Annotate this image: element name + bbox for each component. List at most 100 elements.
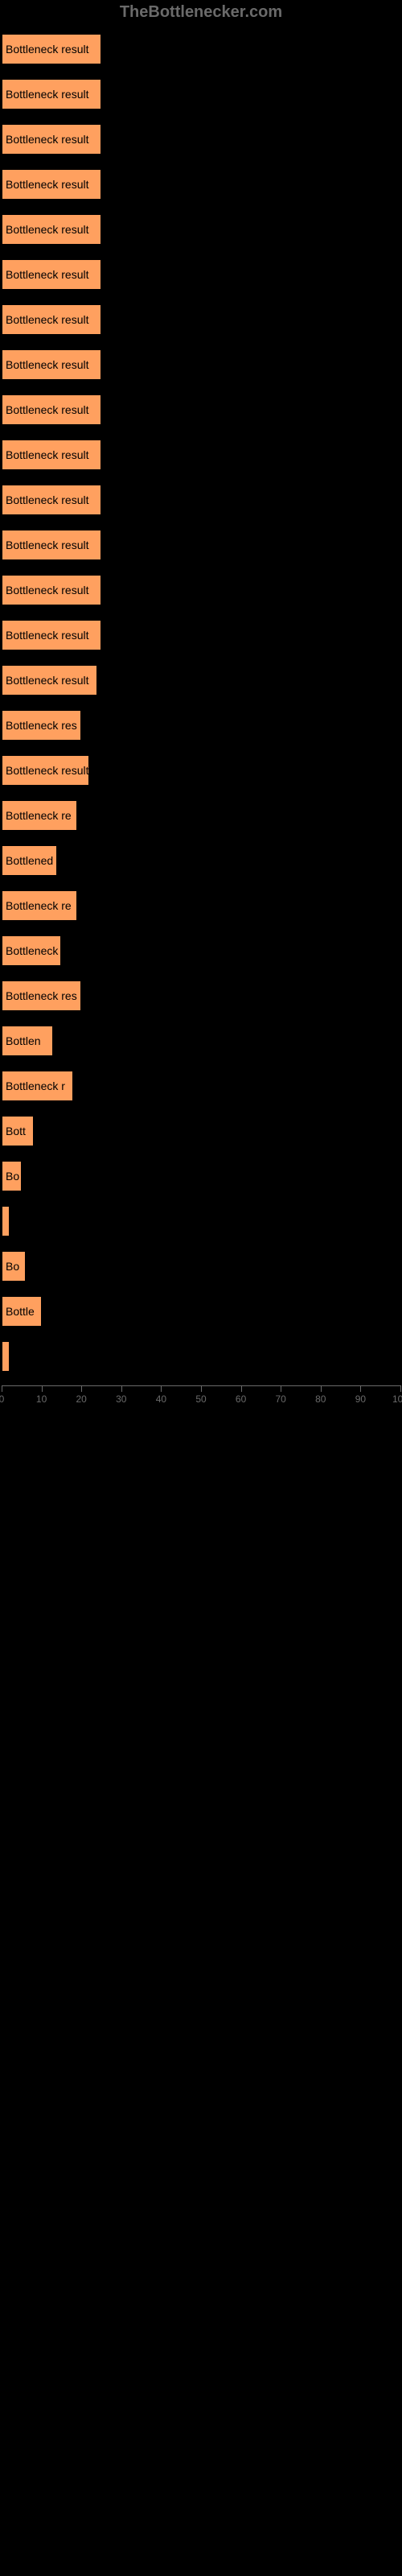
bar-label: Bottle	[6, 1305, 35, 1318]
bar-label: Bottleneck re	[6, 809, 72, 822]
bar: Bottleneck result	[2, 349, 101, 380]
axis-tick-label: 10	[36, 1393, 47, 1405]
bar: Bottleneck result	[2, 665, 97, 696]
bar-label: Bottleneck re	[6, 899, 72, 912]
bar-label: Bottleneck result	[6, 133, 89, 146]
bar: Bottleneck result	[2, 124, 101, 155]
axis-tick	[161, 1385, 162, 1392]
axis-tick	[360, 1385, 361, 1392]
bar	[2, 1206, 10, 1236]
bottleneck-chart: Bottleneck result Bottleneck result Bottle…	[0, 28, 402, 1377]
bar-label: Bottleneck result	[6, 313, 89, 326]
axis-tick	[42, 1385, 43, 1392]
axis-tick	[81, 1385, 82, 1392]
bar-row: Bottleneck	[2, 930, 400, 972]
axis-tick-label: 90	[355, 1393, 366, 1405]
bar: Bo	[2, 1251, 26, 1282]
bar: Bottleneck	[2, 935, 61, 966]
bar-row: Bottleneck res	[2, 704, 400, 746]
bar-row: Bottleneck result	[2, 73, 400, 115]
bar-row: Bo	[2, 1155, 400, 1197]
bar: Bottleneck result	[2, 530, 101, 560]
bar: Bottleneck result	[2, 259, 101, 290]
x-axis: 0102030405060708090100	[0, 1385, 402, 1426]
bar-label: Bottleneck r	[6, 1080, 65, 1092]
axis-tick-label: 100	[392, 1393, 402, 1405]
bar-row	[2, 1200, 400, 1242]
axis-tick-label: 50	[195, 1393, 206, 1405]
bar	[2, 1341, 10, 1372]
bar-row: Bottleneck result	[2, 344, 400, 386]
axis-tick	[321, 1385, 322, 1392]
bar: Bottleneck res	[2, 980, 81, 1011]
bar: Bottleneck result	[2, 440, 101, 470]
bar: Bottleneck result	[2, 620, 101, 650]
bar: Bottleneck result	[2, 214, 101, 245]
axis-tick-label: 80	[315, 1393, 326, 1405]
bar-label: Bottleneck res	[6, 719, 77, 732]
bar-label: Bottleneck result	[6, 403, 89, 416]
bar-row: Bottleneck result	[2, 479, 400, 521]
bar-label: Bottleneck result	[6, 539, 89, 551]
axis-tick-label: 60	[236, 1393, 246, 1405]
axis-tick-label: 20	[76, 1393, 87, 1405]
bar-row: Bott	[2, 1110, 400, 1152]
bar-label: Bottlen	[6, 1034, 41, 1047]
bar-row: Bottleneck result	[2, 389, 400, 431]
bar-row: Bottlened	[2, 840, 400, 881]
bar-row: Bottle	[2, 1290, 400, 1332]
bar-row: Bottleneck r	[2, 1065, 400, 1107]
bar-label: Bottleneck result	[6, 764, 89, 777]
bar-label: Bottleneck res	[6, 989, 77, 1002]
bar-row: Bottleneck result	[2, 163, 400, 205]
axis-tick-label: 40	[156, 1393, 166, 1405]
bar: Bottle	[2, 1296, 42, 1327]
bar-label: Bottleneck result	[6, 493, 89, 506]
bar: Bottleneck re	[2, 890, 77, 921]
bar: Bottleneck result	[2, 485, 101, 515]
bar-row: Bottleneck re	[2, 885, 400, 927]
axis-tick-label: 0	[0, 1393, 4, 1405]
header: TheBottlenecker.com	[0, 0, 402, 28]
bar-row: Bottleneck result	[2, 569, 400, 611]
bar-label: Bottleneck result	[6, 178, 89, 191]
bar-row: Bottleneck res	[2, 975, 400, 1017]
bar-row: Bottleneck result	[2, 28, 400, 70]
bar-row: Bottleneck result	[2, 254, 400, 295]
bar-row: Bottleneck result	[2, 208, 400, 250]
bar: Bottleneck res	[2, 710, 81, 741]
bar-row	[2, 1335, 400, 1377]
bar-label: Bottleneck result	[6, 88, 89, 101]
bar-label: Bottleneck result	[6, 268, 89, 281]
bar-label: Bottleneck result	[6, 674, 89, 687]
bar-row: Bottleneck result	[2, 659, 400, 701]
axis-tick-label: 30	[116, 1393, 126, 1405]
bar-label: Bottleneck	[6, 944, 58, 957]
axis-tick	[241, 1385, 242, 1392]
bar: Bottleneck result	[2, 755, 89, 786]
bar: Bottleneck result	[2, 79, 101, 109]
axis-tick	[400, 1385, 401, 1392]
bar: Bottleneck r	[2, 1071, 73, 1101]
bar-label: Bo	[6, 1170, 19, 1183]
bar-label: Bottleneck result	[6, 43, 89, 56]
bar-label: Bottlened	[6, 854, 53, 867]
bar: Bottleneck result	[2, 169, 101, 200]
bar-row: Bottleneck result	[2, 524, 400, 566]
bar-row: Bottleneck result	[2, 434, 400, 476]
bar: Bottleneck result	[2, 34, 101, 64]
axis-tick	[121, 1385, 122, 1392]
axis-tick	[201, 1385, 202, 1392]
bar: Bottleneck result	[2, 394, 101, 425]
bar: Bo	[2, 1161, 22, 1191]
bar: Bott	[2, 1116, 34, 1146]
bar-row: Bottleneck re	[2, 795, 400, 836]
bar-label: Bottleneck result	[6, 584, 89, 597]
bar-row: Bottleneck result	[2, 614, 400, 656]
bar: Bottleneck result	[2, 304, 101, 335]
bar-label: Bottleneck result	[6, 448, 89, 461]
site-title: TheBottlenecker.com	[120, 3, 282, 21]
bar: Bottleneck re	[2, 800, 77, 831]
bar-label: Bottleneck result	[6, 358, 89, 371]
bar-row: Bo	[2, 1245, 400, 1287]
